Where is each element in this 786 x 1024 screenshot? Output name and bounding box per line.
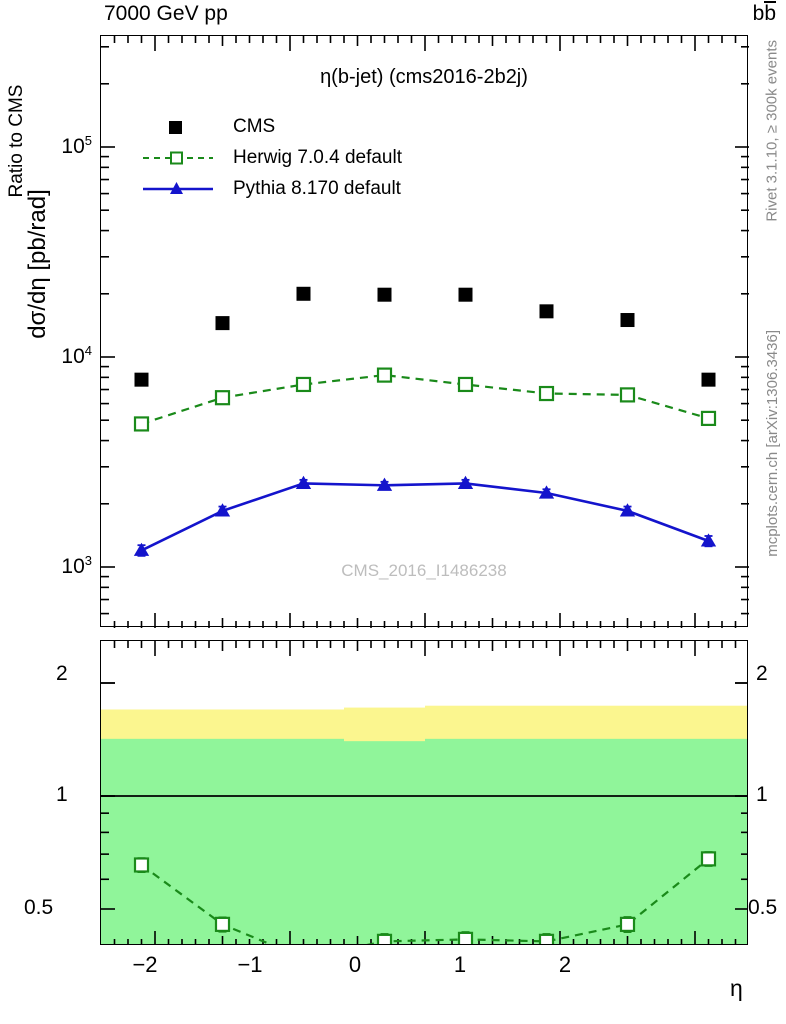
x-axis-tick-0: 0 — [348, 952, 362, 977]
beam-energy-label: 7000 GeV pp — [104, 2, 228, 25]
legend-item-herwig: Herwig 7.0.4 default — [135, 142, 402, 173]
legend: CMS Herwig 7.0.4 default — [135, 111, 402, 204]
legend-label-pythia: Pythia 8.170 default — [233, 177, 401, 199]
legend-item-pythia: Pythia 8.170 default — [135, 173, 402, 204]
y-axis-tick-1e4: 104 — [61, 343, 92, 368]
ratio-tick-1-left: 1 — [56, 783, 68, 806]
legend-key-cms — [135, 116, 227, 138]
legend-label-herwig: Herwig 7.0.4 default — [233, 146, 402, 168]
x-axis-tick-1: 1 — [453, 952, 467, 977]
rivet-version-caption: Rivet 3.1.10, ≥ 300k events — [764, 40, 781, 222]
legend-key-pythia — [135, 178, 227, 200]
plot-title: η(b-jet) (cms2016-2b2j) — [320, 66, 528, 88]
ratio-plot-canvas — [101, 641, 747, 944]
y-axis-label-ratio: Ratio to CMS — [6, 84, 27, 198]
ratio-plot-panel — [100, 640, 748, 945]
analysis-watermark: CMS_2016_I1486238 — [341, 561, 507, 580]
y-axis-tick-1e5: 105 — [61, 133, 92, 158]
legend-item-cms: CMS — [135, 111, 402, 142]
process-b: b — [752, 2, 765, 25]
x-axis-label: η — [730, 975, 743, 1001]
ratio-tick-1-right: 1 — [756, 783, 768, 806]
y-axis-label-main: dσ/dη [pb/rad] — [24, 189, 51, 339]
y-axis-tick-1e3: 103 — [61, 553, 92, 578]
legend-key-herwig — [135, 147, 227, 169]
mcplots-caption: mcplots.cern.ch [arXiv:1306.3436] — [764, 330, 781, 557]
main-plot-panel: η(b-jet) (cms2016-2b2j) CMS_2016_I148623… — [100, 35, 749, 628]
main-plot-canvas — [101, 36, 749, 628]
process-bbar: b — [764, 2, 776, 25]
x-axis-tick--2: −2 — [132, 952, 158, 977]
legend-label-cms: CMS — [233, 115, 276, 137]
ratio-tick-2-right: 2 — [756, 662, 768, 685]
x-axis-tick-2: 2 — [558, 952, 572, 977]
ratio-tick-05-left: 0.5 — [24, 896, 54, 919]
x-axis-tick--1: −1 — [237, 952, 263, 977]
ratio-tick-2-left: 2 — [56, 662, 68, 685]
ratio-tick-05-right: 0.5 — [748, 896, 778, 919]
process-label: bb — [753, 2, 776, 26]
